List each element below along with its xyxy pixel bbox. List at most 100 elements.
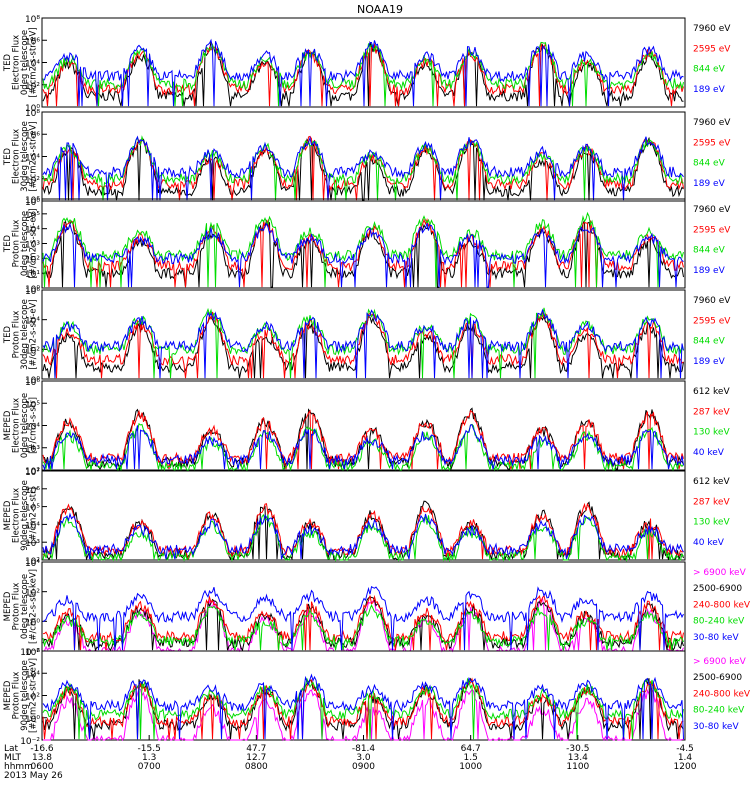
chart-title: NOAA19: [357, 3, 403, 16]
y-axis-label: Electron Flux: [12, 398, 22, 453]
x-row-title: MLT: [4, 753, 22, 763]
series-line: [42, 586, 684, 651]
y-axis-label: TED: [3, 147, 13, 166]
y-tick-label: 10⁰: [25, 285, 40, 295]
x-tick-label: -4.5: [676, 744, 694, 754]
y-tick-label: 10⁸: [25, 109, 40, 119]
legend-entry: 189 eV: [693, 85, 726, 95]
legend-entry: 2595 eV: [693, 225, 731, 235]
y-tick-label: 10³: [25, 445, 40, 455]
y-tick-label: 10³: [25, 241, 40, 251]
series-line: [43, 686, 684, 742]
legend-entry: 844 eV: [693, 246, 726, 256]
panel-frame: [41, 289, 686, 380]
y-tick-label: 10⁴: [25, 60, 40, 70]
y-axis-label: TED: [3, 234, 13, 253]
x-tick-label: 1.4: [678, 753, 693, 763]
y-tick-label: 10⁰: [25, 715, 40, 725]
y-axis-label: 0deg telescope: [20, 211, 30, 276]
y-axis-label: Electron Flux: [12, 129, 22, 184]
x-tick-label: 12.7: [246, 753, 266, 763]
series-line: [42, 409, 684, 470]
legend-entry: 7960 eV: [693, 296, 731, 306]
x-tick-label: 47.7: [246, 744, 266, 754]
x-row-title: Lat: [4, 744, 19, 754]
x-tick-label: -30.5: [566, 744, 589, 754]
y-axis-label: 0deg telescope: [20, 30, 30, 95]
legend-entry: 844 eV: [693, 65, 726, 75]
y-tick-label: 10⁴: [25, 226, 40, 236]
legend-entry: 80-240 keV: [693, 617, 745, 627]
y-tick-label: 10²: [25, 176, 40, 186]
y-tick-label: 10⁵: [25, 211, 40, 221]
legend-entry: 240-800 keV: [693, 600, 750, 610]
series-line: [42, 604, 684, 651]
y-tick-label: 10⁰: [25, 376, 40, 386]
y-axis-label: TED: [3, 53, 13, 72]
legend-entry: 612 keV: [693, 387, 730, 397]
y-axis-label: MEPED: [3, 591, 13, 621]
y-axis-label: 0deg telescope: [20, 574, 30, 639]
y-axis-label: [#/cm2-s-str]: [29, 487, 39, 544]
y-tick-label: 10⁶: [25, 648, 40, 658]
y-axis-label: Electron Flux: [12, 35, 22, 90]
series-line: [42, 310, 684, 379]
y-tick-label: 10⁵: [25, 504, 40, 514]
legend-entry: > 6900 keV: [693, 657, 747, 667]
legend-entry: > 6900 keV: [693, 568, 747, 578]
x-row-title: 2013 May 26: [4, 771, 63, 781]
y-tick-label: 10⁻²: [20, 737, 40, 747]
y-tick-label: 10²: [25, 82, 40, 92]
legend-entry: 2595 eV: [693, 316, 731, 326]
y-axis-label: 90deg telescope: [20, 480, 30, 551]
y-tick-label: 10³: [25, 539, 40, 549]
y-tick-label: 10⁶: [25, 196, 40, 206]
x-tick-label: 13.8: [32, 753, 52, 763]
legend-entry: 2595 eV: [693, 138, 731, 148]
panel-frame: [41, 470, 686, 561]
series-line: [42, 135, 684, 201]
x-tick-label: -16.6: [30, 744, 54, 754]
y-axis-label: [#/cm2-s-str-eV]: [29, 208, 39, 278]
legend-entry: 40 keV: [693, 448, 725, 458]
x-tick-label: 1200: [674, 762, 697, 772]
y-tick-label: 10⁻²: [20, 648, 40, 658]
y-tick-label: 10⁴: [25, 154, 40, 164]
y-axis-label: Proton Flux: [12, 583, 22, 631]
x-tick-label: 1.3: [142, 753, 156, 763]
y-tick-label: 10²: [25, 467, 40, 477]
legend-entry: 2500-6900: [693, 584, 742, 594]
y-axis-label: MEPED: [3, 410, 13, 440]
y-tick-label: 10⁶: [25, 378, 40, 388]
x-tick-label: 13.4: [568, 753, 588, 763]
y-axis-label: Proton Flux: [12, 311, 22, 359]
x-tick-label: 0700: [138, 762, 161, 772]
series-line: [42, 500, 684, 561]
y-axis-label: MEPED: [3, 500, 13, 530]
legend-entry: 30-80 keV: [693, 722, 739, 732]
y-tick-label: 10⁴: [25, 559, 40, 569]
y-tick-label: 10⁶: [25, 131, 40, 141]
y-tick-label: 10²: [25, 346, 40, 356]
y-axis-label: Proton Flux: [12, 672, 22, 720]
y-tick-label: 10⁴: [25, 521, 40, 531]
y-tick-label: 10²: [25, 693, 40, 703]
y-tick-label: 10⁶: [25, 486, 40, 496]
legend-entry: 189 eV: [693, 266, 726, 276]
y-axis-label: Electron Flux: [12, 488, 22, 543]
legend-entry: 7960 eV: [693, 24, 731, 34]
y-axis-label: [#/cm2-s-str-keV]: [29, 658, 39, 733]
y-tick-label: 10⁷: [25, 468, 40, 478]
legend-entry: 130 keV: [693, 428, 730, 438]
series-line: [42, 502, 684, 561]
series-line: [42, 424, 684, 471]
legend-entry: 7960 eV: [693, 205, 731, 215]
x-tick-label: 3.0: [356, 753, 371, 763]
legend-entry: 40 keV: [693, 538, 725, 548]
